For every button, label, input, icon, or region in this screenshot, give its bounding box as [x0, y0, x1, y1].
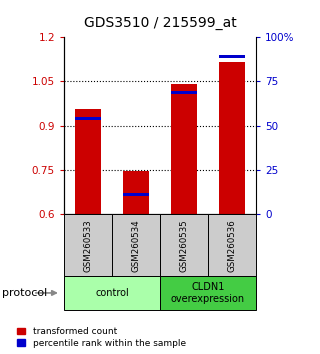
Text: CLDN1
overexpression: CLDN1 overexpression [171, 282, 245, 304]
Text: GSM260533: GSM260533 [84, 219, 92, 272]
Bar [123, 193, 149, 196]
Bar [75, 118, 101, 120]
Bar [219, 62, 245, 214]
Text: GSM260536: GSM260536 [228, 219, 236, 272]
Bar [171, 91, 197, 94]
Text: GSM260534: GSM260534 [132, 219, 140, 272]
Bar [123, 171, 149, 214]
Text: GDS3510 / 215599_at: GDS3510 / 215599_at [84, 16, 236, 30]
Bar [219, 55, 245, 58]
Text: GSM260535: GSM260535 [180, 219, 188, 272]
Text: control: control [95, 288, 129, 298]
Legend: transformed count, percentile rank within the sample: transformed count, percentile rank withi… [17, 327, 186, 348]
Bar [171, 84, 197, 214]
Bar [75, 109, 101, 214]
Text: protocol: protocol [2, 288, 47, 298]
